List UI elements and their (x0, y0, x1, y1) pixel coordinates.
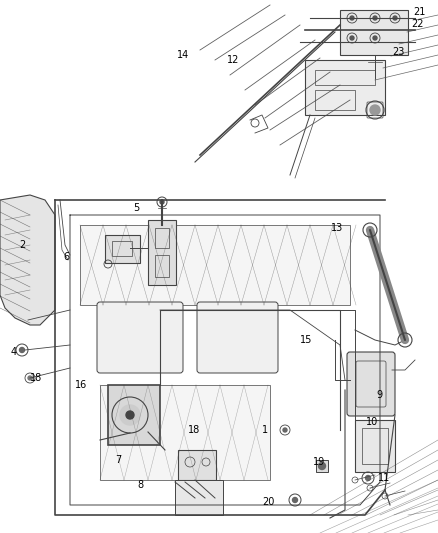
Text: 10: 10 (366, 417, 378, 427)
FancyBboxPatch shape (108, 385, 160, 445)
FancyBboxPatch shape (175, 480, 223, 515)
Text: 7: 7 (115, 455, 121, 465)
Circle shape (373, 36, 377, 40)
Text: 20: 20 (262, 497, 274, 507)
Circle shape (126, 411, 134, 419)
Text: 14: 14 (177, 50, 189, 60)
Text: 5: 5 (133, 203, 139, 213)
Circle shape (350, 36, 354, 40)
Circle shape (28, 376, 32, 380)
Circle shape (370, 105, 380, 115)
Text: 23: 23 (392, 47, 404, 57)
Text: 12: 12 (227, 55, 239, 65)
Text: 11: 11 (378, 473, 390, 483)
FancyBboxPatch shape (148, 220, 176, 285)
FancyBboxPatch shape (100, 385, 270, 480)
Text: 8: 8 (137, 480, 143, 490)
Text: 21: 21 (413, 7, 425, 17)
Text: 16: 16 (75, 380, 87, 390)
Circle shape (393, 16, 397, 20)
Text: 1: 1 (262, 425, 268, 435)
Text: 13: 13 (331, 223, 343, 233)
Text: 15: 15 (300, 335, 312, 345)
Text: 9: 9 (376, 390, 382, 400)
FancyBboxPatch shape (97, 302, 183, 373)
FancyBboxPatch shape (347, 352, 395, 416)
Circle shape (372, 67, 378, 73)
Text: 4: 4 (11, 347, 17, 357)
FancyBboxPatch shape (178, 450, 216, 480)
Circle shape (373, 16, 377, 20)
FancyBboxPatch shape (340, 10, 408, 55)
Circle shape (20, 348, 25, 352)
Circle shape (38, 245, 42, 249)
Text: 22: 22 (412, 19, 424, 29)
Circle shape (160, 200, 164, 204)
Circle shape (318, 463, 325, 470)
Text: 19: 19 (313, 457, 325, 467)
Text: 6: 6 (63, 252, 69, 262)
Circle shape (293, 497, 297, 503)
FancyBboxPatch shape (197, 302, 278, 373)
Circle shape (120, 405, 140, 425)
Text: 2: 2 (19, 240, 25, 250)
Text: 18: 18 (30, 373, 42, 383)
FancyBboxPatch shape (355, 420, 395, 472)
Circle shape (365, 475, 371, 481)
Polygon shape (0, 195, 55, 325)
FancyBboxPatch shape (316, 460, 328, 472)
FancyBboxPatch shape (305, 60, 385, 115)
FancyBboxPatch shape (80, 225, 350, 305)
Circle shape (350, 16, 354, 20)
Text: 18: 18 (188, 425, 200, 435)
FancyBboxPatch shape (105, 235, 140, 263)
Circle shape (283, 428, 287, 432)
